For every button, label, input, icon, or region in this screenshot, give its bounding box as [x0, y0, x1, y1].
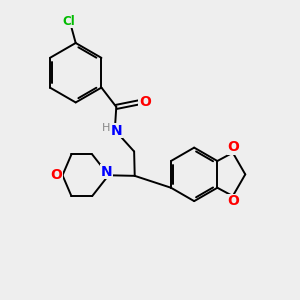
Text: O: O — [139, 95, 151, 110]
Text: O: O — [50, 168, 62, 182]
Text: Cl: Cl — [62, 15, 75, 28]
Text: O: O — [227, 140, 239, 154]
Text: H: H — [102, 123, 111, 133]
Text: N: N — [111, 124, 123, 138]
Text: N: N — [100, 165, 112, 179]
Text: O: O — [227, 194, 239, 208]
